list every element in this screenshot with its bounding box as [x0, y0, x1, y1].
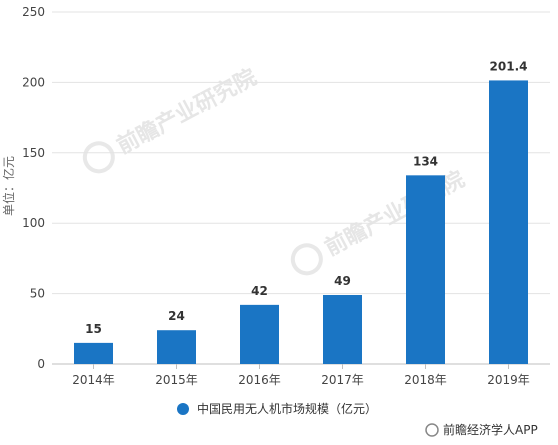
y-tick-label: 100	[22, 216, 45, 230]
y-tick-label: 50	[30, 287, 45, 301]
credit-text: 前瞻经济学人APP	[443, 422, 538, 437]
watermark-logo-icon	[290, 243, 323, 276]
bars: 15 24 42 49 134 201.4	[74, 59, 528, 364]
watermark-text: 前瞻产业研究院	[321, 166, 469, 261]
x-tick-label: 2019年	[487, 373, 530, 387]
y-axis-title: 单位：亿元	[1, 156, 16, 216]
y-tick-label: 250	[22, 5, 45, 19]
credit: 前瞻经济学人APP	[425, 422, 538, 437]
y-tick-label: 200	[22, 75, 45, 89]
y-tick-label: 0	[37, 357, 45, 371]
gridlines	[52, 11, 550, 365]
legend-marker-icon	[177, 403, 189, 415]
x-tick-label: 2015年	[155, 373, 198, 387]
x-tick-label: 2018年	[404, 373, 447, 387]
bar	[489, 80, 528, 364]
data-label: 134	[413, 154, 438, 168]
watermark-text: 前瞻产业研究院	[113, 64, 261, 159]
y-axis: 0 50 100 150 200 250	[22, 5, 45, 371]
bar	[157, 330, 196, 364]
watermark-logo-icon	[82, 141, 115, 174]
bar	[74, 342, 113, 364]
bar	[406, 175, 445, 364]
data-label: 15	[85, 322, 102, 336]
credit-logo-icon	[425, 423, 439, 437]
bar	[240, 304, 279, 364]
legend: 中国民用无人机市场规模（亿元）	[177, 401, 377, 416]
x-axis: 2014年 2015年 2016年 2017年 2018年 2019年	[72, 364, 530, 387]
data-label: 42	[251, 284, 268, 298]
data-label: 201.4	[490, 59, 528, 73]
data-label: 49	[334, 274, 351, 288]
bar	[323, 295, 362, 364]
y-tick-label: 150	[22, 146, 45, 160]
x-tick-label: 2017年	[321, 373, 364, 387]
x-tick-label: 2014年	[72, 373, 115, 387]
x-tick-label: 2016年	[238, 373, 281, 387]
data-label: 24	[168, 309, 185, 323]
legend-label: 中国民用无人机市场规模（亿元）	[197, 401, 377, 416]
